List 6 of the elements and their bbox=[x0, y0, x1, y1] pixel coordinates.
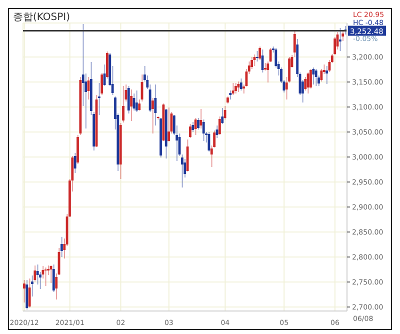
candlestick bbox=[242, 84, 245, 94]
chart-title: 종합(KOSPI) bbox=[13, 11, 70, 24]
candlestick bbox=[264, 62, 266, 71]
candlestick bbox=[330, 54, 334, 64]
candlestick bbox=[229, 90, 232, 100]
candlestick bbox=[226, 96, 229, 104]
